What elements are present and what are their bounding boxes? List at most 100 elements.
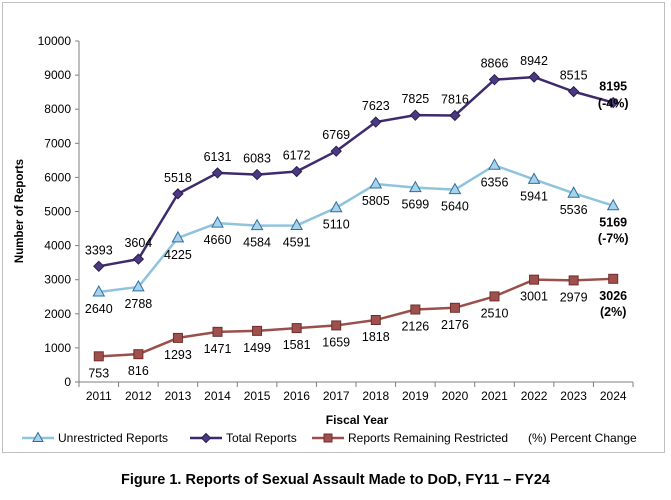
legend-label: Reports Remaining Restricted xyxy=(348,431,508,445)
y-tick-label: 0 xyxy=(64,375,71,389)
data-point xyxy=(330,145,342,157)
data-point xyxy=(251,168,263,181)
data-label: 3001 xyxy=(520,290,548,304)
data-label: 3393 xyxy=(85,243,113,257)
data-point xyxy=(449,302,460,313)
data-label: 8195 xyxy=(599,80,627,94)
x-tick-label: 2015 xyxy=(244,389,271,403)
data-label: 7816 xyxy=(441,92,469,106)
data-label: 753 xyxy=(88,366,109,380)
data-point xyxy=(449,109,461,122)
data-point xyxy=(369,177,383,189)
x-tick-label: 2013 xyxy=(165,389,192,403)
data-point xyxy=(410,304,421,315)
data-label: 1499 xyxy=(243,341,271,355)
data-point xyxy=(171,230,185,243)
series-layer xyxy=(92,71,620,362)
data-label: 1581 xyxy=(283,338,311,352)
figure-caption: Figure 1. Reports of Sexual Assault Made… xyxy=(121,472,550,488)
legend-note: (%) Percent Change xyxy=(528,431,637,445)
data-point xyxy=(568,275,579,286)
data-point xyxy=(93,260,105,273)
data-point xyxy=(567,186,580,198)
data-label: 6131 xyxy=(204,150,232,164)
x-tick-label: 2012 xyxy=(125,389,152,403)
data-point xyxy=(291,323,302,334)
data-point xyxy=(488,158,501,170)
y-tick-label: 8000 xyxy=(44,102,71,116)
y-tick-label: 2000 xyxy=(44,307,71,321)
data-point xyxy=(250,218,264,231)
data-point xyxy=(370,116,382,128)
data-label: 1293 xyxy=(164,348,192,362)
data-label: 1818 xyxy=(362,330,390,344)
percent-change-label: (-4%) xyxy=(598,97,629,111)
x-tick-label: 2017 xyxy=(323,389,350,403)
series-line-1 xyxy=(98,75,614,268)
y-tick-label: 3000 xyxy=(44,273,71,287)
data-label: 4591 xyxy=(283,235,311,249)
data-label: 5805 xyxy=(362,194,390,208)
data-label: 5536 xyxy=(560,203,588,217)
data-label: 4584 xyxy=(243,236,271,250)
data-label: 7623 xyxy=(362,99,390,113)
x-tick-label: 2019 xyxy=(402,389,429,403)
x-tick-label: 2016 xyxy=(283,389,310,403)
y-tick-label: 7000 xyxy=(44,136,71,150)
x-tick-label: 2022 xyxy=(521,389,548,403)
data-point xyxy=(92,284,106,297)
data-point xyxy=(133,349,144,360)
y-tick-label: 4000 xyxy=(44,239,71,253)
data-label: 5699 xyxy=(401,198,429,212)
data-label: 6083 xyxy=(243,152,271,166)
data-label: 6356 xyxy=(481,175,509,189)
data-label: 2510 xyxy=(481,306,509,320)
data-point xyxy=(409,109,422,121)
x-tick-label: 2020 xyxy=(442,389,469,403)
legend: Unrestricted Reports Total Reports Reports… xyxy=(22,431,637,445)
data-label: 5941 xyxy=(520,189,548,203)
data-point xyxy=(331,320,342,331)
line-chart: Number of Reports Fiscal Year 0 1000 2000 3… xyxy=(14,34,637,445)
data-point xyxy=(172,332,183,343)
legend-marker-1 xyxy=(200,432,212,444)
legend-label: Unrestricted Reports xyxy=(58,431,168,445)
data-label: 2176 xyxy=(441,318,469,332)
data-point xyxy=(93,351,104,362)
data-point xyxy=(488,73,501,86)
data-point xyxy=(132,253,145,265)
x-tick-label: 2024 xyxy=(600,389,627,403)
data-point xyxy=(172,188,184,200)
x-tick-label: 2011 xyxy=(86,389,112,403)
data-label: 8515 xyxy=(560,69,588,83)
data-point xyxy=(489,291,500,302)
data-label: 6769 xyxy=(322,128,350,142)
data-label: 2126 xyxy=(401,320,429,334)
y-tick-label: 10000 xyxy=(38,34,72,48)
data-point xyxy=(606,198,620,211)
data-point xyxy=(252,325,263,336)
data-point xyxy=(132,279,145,292)
data-label: 2640 xyxy=(85,302,113,316)
series-line-2 xyxy=(98,277,614,358)
data-label: 7825 xyxy=(401,92,429,106)
x-tick-label: 2014 xyxy=(204,389,231,403)
data-label: 5640 xyxy=(441,200,469,214)
data-label: 6172 xyxy=(283,149,311,163)
y-tick-label: 6000 xyxy=(44,170,71,184)
data-point xyxy=(528,71,540,83)
data-label: 1471 xyxy=(204,342,232,356)
data-point xyxy=(211,167,224,179)
x-axis-title: Fiscal Year xyxy=(326,413,389,427)
data-point xyxy=(608,273,619,284)
data-point xyxy=(529,274,540,285)
data-label: 3026 xyxy=(599,289,627,303)
x-tick-label: 2018 xyxy=(362,389,389,403)
chart-axes: 0 1000 2000 3000 4000 5000 6000 7000 8000 9000 100… xyxy=(38,34,634,403)
y-tick-label: 5000 xyxy=(44,205,71,219)
data-point xyxy=(527,172,541,184)
data-point xyxy=(370,315,381,326)
data-point xyxy=(212,326,223,337)
data-label: 5169 xyxy=(599,216,627,230)
y-axis-title: Number of Reports xyxy=(14,159,26,263)
